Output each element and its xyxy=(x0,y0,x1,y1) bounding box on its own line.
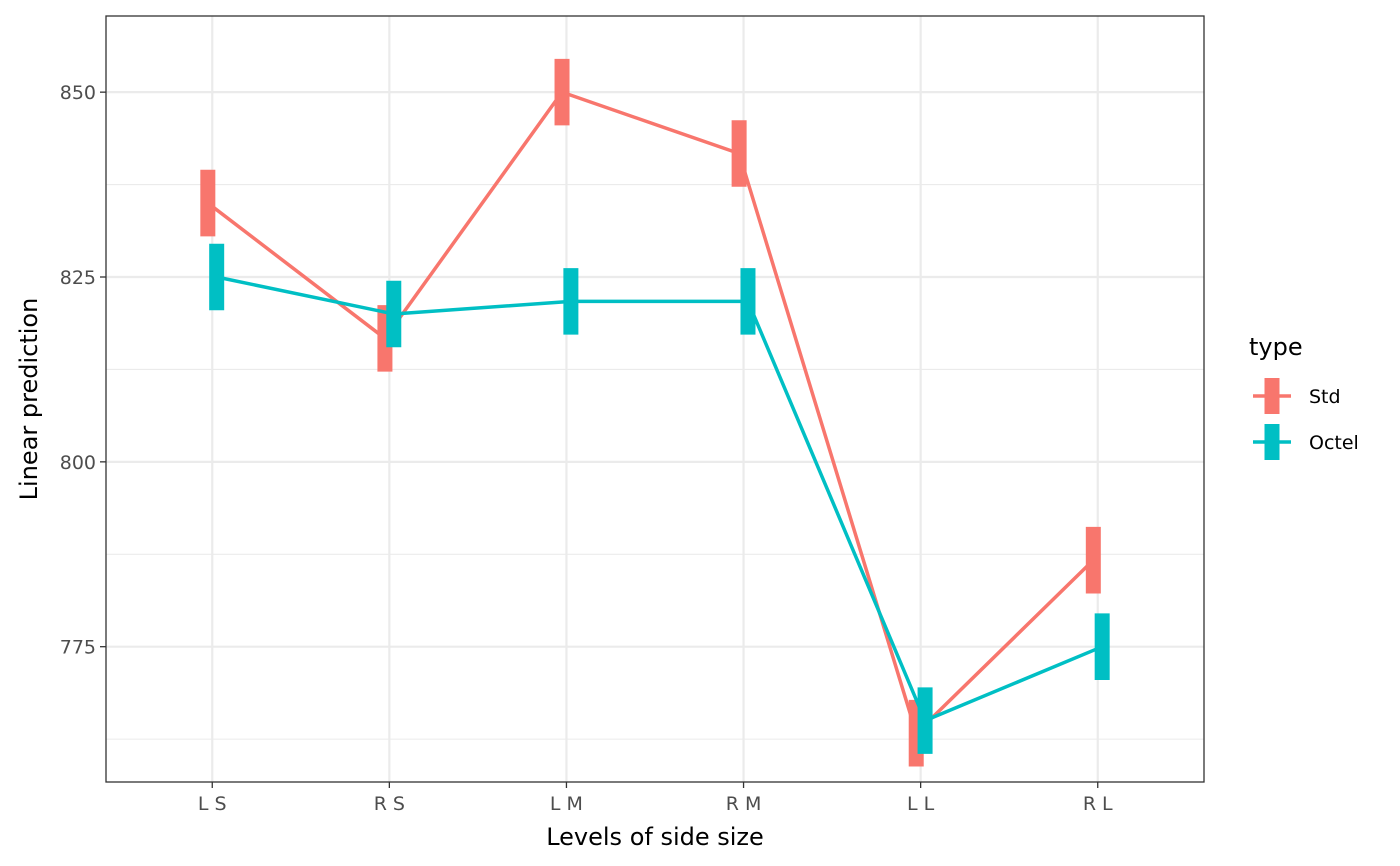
x-tick-label: R M xyxy=(726,793,762,815)
data-point xyxy=(1098,643,1106,651)
legend-label-octel: Octel xyxy=(1309,432,1359,454)
y-axis-title: Linear prediction xyxy=(15,298,43,501)
data-point xyxy=(735,150,743,158)
series-layer xyxy=(200,58,1110,767)
grid-minor xyxy=(106,184,1204,740)
plot-background xyxy=(106,16,1204,782)
x-tick-label: L L xyxy=(907,793,935,815)
x-axis-title: Levels of side size xyxy=(546,823,764,851)
y-tick-label: 850 xyxy=(60,82,96,104)
plot-border xyxy=(105,15,1205,783)
series-line-octel xyxy=(216,275,1103,723)
legend: type Std Octel xyxy=(1249,333,1359,460)
data-point xyxy=(744,297,752,305)
data-point xyxy=(1089,556,1097,564)
x-tick-label: R L xyxy=(1083,793,1113,815)
x-tick-label: L S xyxy=(198,793,227,815)
series-line-std xyxy=(206,90,1095,735)
y-axis: 775 800 825 850 xyxy=(60,82,106,659)
data-point xyxy=(213,273,221,281)
x-tick-label: R S xyxy=(374,793,405,815)
data-point xyxy=(390,310,398,318)
y-tick-label: 775 xyxy=(60,637,96,659)
data-point xyxy=(567,297,575,305)
y-tick-label: 800 xyxy=(60,452,96,474)
data-point xyxy=(558,88,566,96)
x-tick-label: L M xyxy=(550,793,583,815)
y-tick-label: 825 xyxy=(60,267,96,289)
legend-title: type xyxy=(1249,333,1303,361)
legend-label-std: Std xyxy=(1309,386,1341,408)
data-point xyxy=(921,717,929,725)
data-point xyxy=(204,199,212,207)
